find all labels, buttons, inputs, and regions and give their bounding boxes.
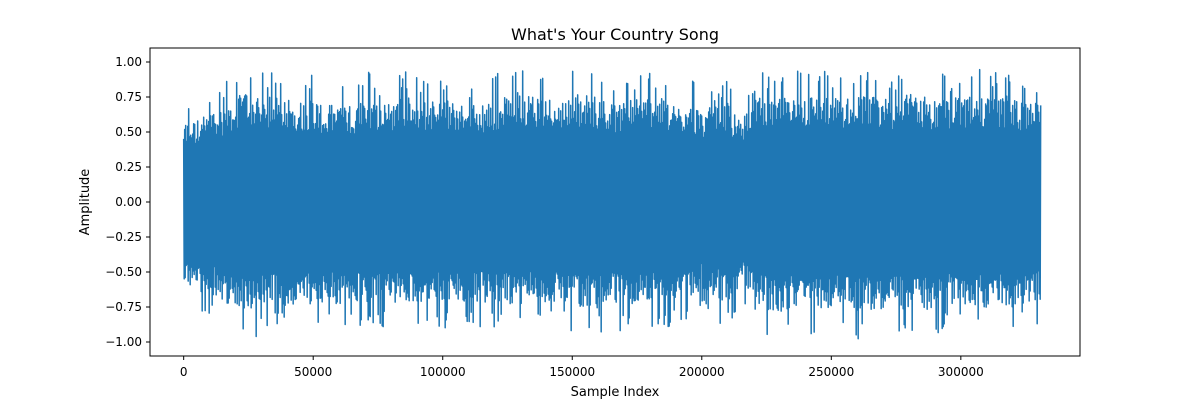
axes-frame (149, 47, 1081, 357)
y-tick-label: 0.50 (115, 125, 142, 139)
y-tick-label: 0.25 (115, 160, 142, 174)
x-tick-label: 50000 (294, 365, 332, 379)
y-axis-label: Amplitude (78, 169, 93, 236)
x-tick-label: 0 (180, 365, 188, 379)
x-tick-label: 300000 (938, 365, 984, 379)
x-axis-label: Sample Index (571, 385, 660, 400)
y-tick-label: −0.75 (105, 300, 142, 314)
y-tick-label: −1.00 (105, 335, 142, 349)
waveform-series-line (182, 68, 1042, 340)
y-tick-label: −0.50 (105, 265, 142, 279)
x-tick-label: 100000 (420, 365, 466, 379)
y-tick-label: 0.75 (115, 90, 142, 104)
y-tick-label: −0.25 (105, 230, 142, 244)
y-tick-label: 1.00 (115, 55, 142, 69)
x-tick-label: 200000 (679, 365, 725, 379)
y-tick-label: 0.00 (115, 195, 142, 209)
chart-title: What's Your Country Song (511, 25, 719, 44)
y-axis-ticks: −1.00 −0.75 −0.50 −0.25 0.00 0.25 0.50 0.75 1.00 (105, 55, 150, 349)
plot-area (182, 68, 1042, 340)
x-tick-label: 150000 (549, 365, 595, 379)
x-axis-ticks: 0 50000 100000 150000 200000 250000 300000 (180, 356, 984, 379)
x-tick-label: 250000 (808, 365, 854, 379)
